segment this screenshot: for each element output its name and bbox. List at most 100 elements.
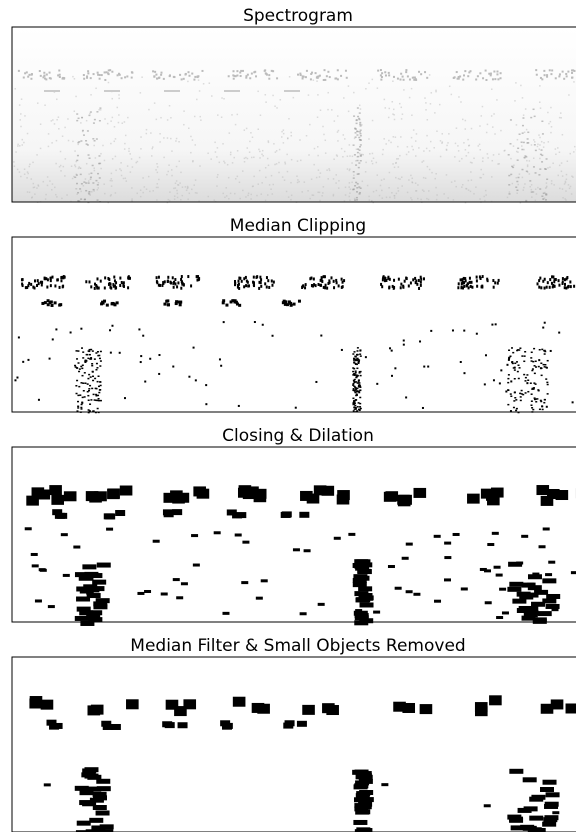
noise: [60, 151, 62, 153]
syllable-blob: [573, 285, 575, 288]
faint-syllable: [101, 74, 103, 76]
faint-burst: [529, 180, 531, 182]
burst-blob: [518, 808, 532, 813]
noise: [228, 177, 230, 179]
noise: [442, 141, 444, 143]
noise: [351, 182, 353, 184]
noise: [415, 155, 417, 157]
noise: [232, 162, 234, 164]
syllable-blob: [549, 286, 551, 289]
syllable-blob: [423, 277, 425, 280]
noise: [180, 199, 182, 201]
noise: [479, 125, 481, 127]
noise: [523, 187, 525, 189]
noise: [408, 151, 410, 153]
noise: [123, 178, 125, 180]
noise: [157, 166, 159, 168]
noise: [187, 188, 189, 190]
noise: [267, 194, 269, 196]
noise: [354, 198, 356, 200]
burst-blob: [509, 769, 523, 774]
noise: [482, 157, 484, 159]
noise: [140, 92, 142, 94]
faint-burst: [354, 199, 356, 201]
scatter-blob: [552, 811, 559, 814]
noise: [517, 184, 519, 186]
burst-blob: [525, 377, 527, 379]
syllable-blob: [566, 276, 568, 279]
noise: [527, 164, 529, 166]
noise: [515, 82, 517, 84]
note-blob: [298, 300, 301, 303]
scatter-blob: [70, 331, 72, 333]
noise: [115, 138, 117, 140]
burst-blob: [79, 394, 81, 396]
noise: [237, 114, 239, 116]
scatter-blob: [496, 574, 503, 577]
noise: [392, 101, 394, 103]
noise: [338, 180, 340, 182]
faint-syllable: [240, 75, 242, 77]
syllable-blob: [247, 281, 249, 284]
noise: [451, 181, 453, 183]
noise: [398, 166, 400, 168]
burst-blob: [355, 399, 357, 401]
syllable-blob: [267, 279, 269, 282]
noise: [558, 175, 560, 177]
scatter-blob: [395, 587, 402, 590]
syllable-blob: [113, 276, 115, 279]
burst-blob: [353, 368, 355, 370]
syllable-blob: [268, 286, 270, 289]
noise: [524, 132, 526, 134]
noise: [265, 200, 267, 202]
noise: [541, 141, 543, 143]
burst-blob: [542, 822, 556, 827]
syllable-blob: [322, 486, 335, 496]
noise: [75, 188, 77, 190]
noise: [425, 102, 427, 104]
scatter-blob: [430, 330, 432, 332]
scatter-blob: [22, 361, 24, 363]
noise: [394, 197, 396, 199]
noise: [348, 85, 350, 87]
scatter-blob: [300, 612, 307, 615]
burst-blob: [360, 408, 362, 410]
burst-blob: [355, 407, 357, 409]
noise: [124, 143, 126, 145]
noise: [446, 149, 448, 151]
syllable-blob: [387, 277, 389, 280]
noise: [223, 98, 225, 100]
faint-burst: [356, 187, 358, 189]
noise: [392, 163, 394, 165]
burst-blob: [358, 380, 360, 382]
noise: [352, 156, 354, 158]
faint-burst: [360, 155, 362, 157]
scatter-blob: [484, 569, 491, 572]
scatter-blob: [484, 383, 486, 385]
burst-blob: [82, 351, 84, 353]
faint-burst: [353, 171, 355, 173]
faint-burst: [99, 107, 101, 109]
syllable-blob: [471, 286, 473, 289]
noise: [539, 144, 541, 146]
noise: [56, 99, 58, 101]
noise: [383, 178, 385, 180]
syllable-blob: [174, 282, 176, 285]
burst-blob: [352, 398, 354, 400]
noise: [24, 115, 26, 117]
noise: [284, 179, 286, 181]
noise: [249, 151, 251, 153]
scatter-blob: [484, 804, 491, 807]
noise: [280, 99, 282, 101]
noise: [471, 179, 473, 181]
noise: [228, 198, 230, 200]
syllable-blob: [94, 287, 96, 290]
noise: [423, 177, 425, 179]
noise: [407, 146, 409, 148]
noise: [507, 197, 509, 199]
note-blob: [238, 304, 241, 307]
syllable-blob: [313, 283, 315, 286]
burst-blob: [507, 390, 509, 392]
burst-blob: [354, 620, 368, 625]
burst-blob: [524, 351, 526, 353]
